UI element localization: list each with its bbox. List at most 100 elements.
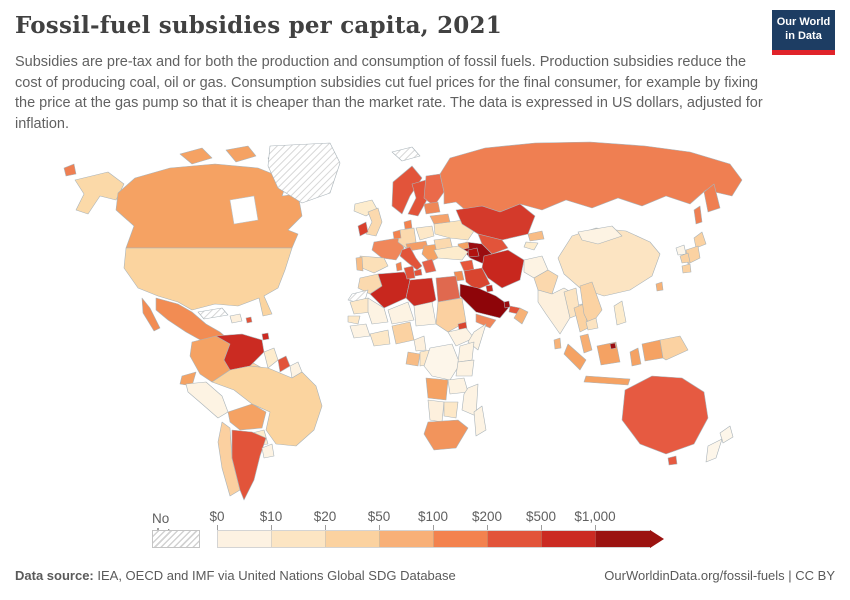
country-mongolia[interactable] <box>577 225 623 245</box>
country-tanzania[interactable] <box>455 359 475 377</box>
country-australia[interactable] <box>621 375 709 455</box>
country-turkey[interactable] <box>433 245 469 261</box>
country-azerbaijan[interactable] <box>467 247 480 258</box>
country-russia-sakhalin[interactable] <box>693 205 703 225</box>
legend-no-data-swatch[interactable] <box>152 530 200 548</box>
legend-bucket[interactable] <box>488 531 542 547</box>
country-canada[interactable] <box>115 163 303 249</box>
country-namibia[interactable] <box>427 399 445 423</box>
country-tunisia[interactable] <box>403 265 416 280</box>
country-cambodia[interactable] <box>585 317 599 331</box>
country-taiwan[interactable] <box>655 281 664 292</box>
country-north-korea[interactable] <box>675 244 687 256</box>
country-indonesia-papua[interactable] <box>641 339 664 362</box>
country-algeria[interactable] <box>369 271 411 309</box>
country-chile[interactable] <box>217 421 241 497</box>
legend-bucket[interactable] <box>596 531 650 547</box>
country-zambia[interactable] <box>447 377 469 395</box>
country-peru[interactable] <box>185 381 229 419</box>
country-japan[interactable] <box>693 231 707 249</box>
country-guinea[interactable] <box>349 323 371 339</box>
country-italy[interactable] <box>399 246 423 271</box>
country-benelux[interactable] <box>392 229 402 240</box>
country-indonesia-java[interactable] <box>583 375 631 386</box>
country-greece[interactable] <box>421 258 437 274</box>
country-trinidad[interactable] <box>261 332 270 341</box>
country-sri-lanka[interactable] <box>553 337 562 350</box>
country-alaska[interactable] <box>74 171 125 215</box>
country-indonesia-borneo[interactable] <box>596 341 621 366</box>
country-new-zealand-north[interactable] <box>719 425 734 444</box>
legend-bucket[interactable] <box>326 531 380 547</box>
country-iran[interactable] <box>481 249 525 289</box>
country-argentina[interactable] <box>231 429 267 501</box>
country-chukotka[interactable] <box>63 163 77 177</box>
country-uzbekistan[interactable] <box>477 233 509 255</box>
country-drc[interactable] <box>423 343 461 381</box>
legend-bucket[interactable] <box>380 531 434 547</box>
country-egypt[interactable] <box>435 275 461 303</box>
country-gabon[interactable] <box>405 351 421 367</box>
country-russia-kamchatka[interactable] <box>703 183 721 213</box>
country-angola[interactable] <box>425 377 449 401</box>
legend-bucket[interactable] <box>542 531 596 547</box>
country-belarus[interactable] <box>429 213 451 225</box>
country-sudan[interactable] <box>435 297 467 333</box>
country-uruguay[interactable] <box>261 443 275 459</box>
country-russia[interactable] <box>439 141 743 215</box>
legend-bucket[interactable] <box>434 531 488 547</box>
country-portugal[interactable] <box>355 256 364 272</box>
country-kazakhstan[interactable] <box>455 203 536 241</box>
country-canada-arctic-island[interactable] <box>225 145 257 163</box>
country-united-kingdom[interactable] <box>365 207 383 237</box>
country-ireland[interactable] <box>357 221 369 237</box>
country-denmark[interactable] <box>403 219 413 230</box>
country-kuwait[interactable] <box>485 284 494 293</box>
country-syria[interactable] <box>459 259 475 272</box>
country-sardinia[interactable] <box>395 261 403 272</box>
country-philippines[interactable] <box>613 300 627 326</box>
country-indonesia-sumatra[interactable] <box>563 343 587 371</box>
footer-credit-link[interactable]: OurWorldinData.org/fossil-fuels | CC BY <box>604 568 835 583</box>
country-indonesia-sulawesi[interactable] <box>629 347 642 367</box>
country-sicily[interactable] <box>413 268 423 277</box>
country-baltics[interactable] <box>423 201 441 215</box>
country-ghana-ivory-coast[interactable] <box>369 329 391 347</box>
country-new-zealand-south[interactable] <box>705 438 723 463</box>
country-mali[interactable] <box>367 297 389 325</box>
country-mozambique[interactable] <box>461 383 479 417</box>
country-iraq[interactable] <box>463 267 491 291</box>
country-mexico-baja[interactable] <box>141 297 161 332</box>
country-qatar[interactable] <box>503 300 511 309</box>
country-brazil[interactable] <box>211 365 323 447</box>
country-botswana[interactable] <box>443 401 459 419</box>
country-chad[interactable] <box>413 301 437 327</box>
country-suriname[interactable] <box>277 355 291 373</box>
country-malaysia[interactable] <box>579 333 593 354</box>
country-niger[interactable] <box>387 301 415 325</box>
country-australia-tasmania[interactable] <box>667 455 678 466</box>
country-poland[interactable] <box>415 225 435 241</box>
country-norway[interactable] <box>391 165 423 215</box>
country-papua-new-guinea[interactable] <box>659 335 689 361</box>
country-saudi-arabia[interactable] <box>459 283 511 319</box>
country-south-africa[interactable] <box>423 419 469 451</box>
country-svalbard[interactable] <box>391 146 421 162</box>
country-finland[interactable] <box>423 173 445 207</box>
legend-bucket[interactable] <box>218 531 272 547</box>
owid-logo[interactable]: Our World in Data <box>772 10 835 55</box>
country-oman[interactable] <box>513 307 529 325</box>
country-kyrgyzstan[interactable] <box>527 230 545 242</box>
country-bolivia[interactable] <box>227 403 267 431</box>
country-brunei[interactable] <box>609 342 617 350</box>
country-usa[interactable] <box>123 247 293 317</box>
country-cuba[interactable] <box>197 307 229 320</box>
country-madagascar[interactable] <box>473 405 487 437</box>
country-canada-arctic-island[interactable] <box>179 147 213 165</box>
country-south-korea[interactable] <box>679 252 691 264</box>
country-spain[interactable] <box>359 255 389 274</box>
country-hispaniola[interactable] <box>229 313 243 324</box>
country-tajikistan[interactable] <box>523 241 539 251</box>
country-puerto-rico[interactable] <box>245 316 253 324</box>
country-kenya[interactable] <box>457 341 475 363</box>
